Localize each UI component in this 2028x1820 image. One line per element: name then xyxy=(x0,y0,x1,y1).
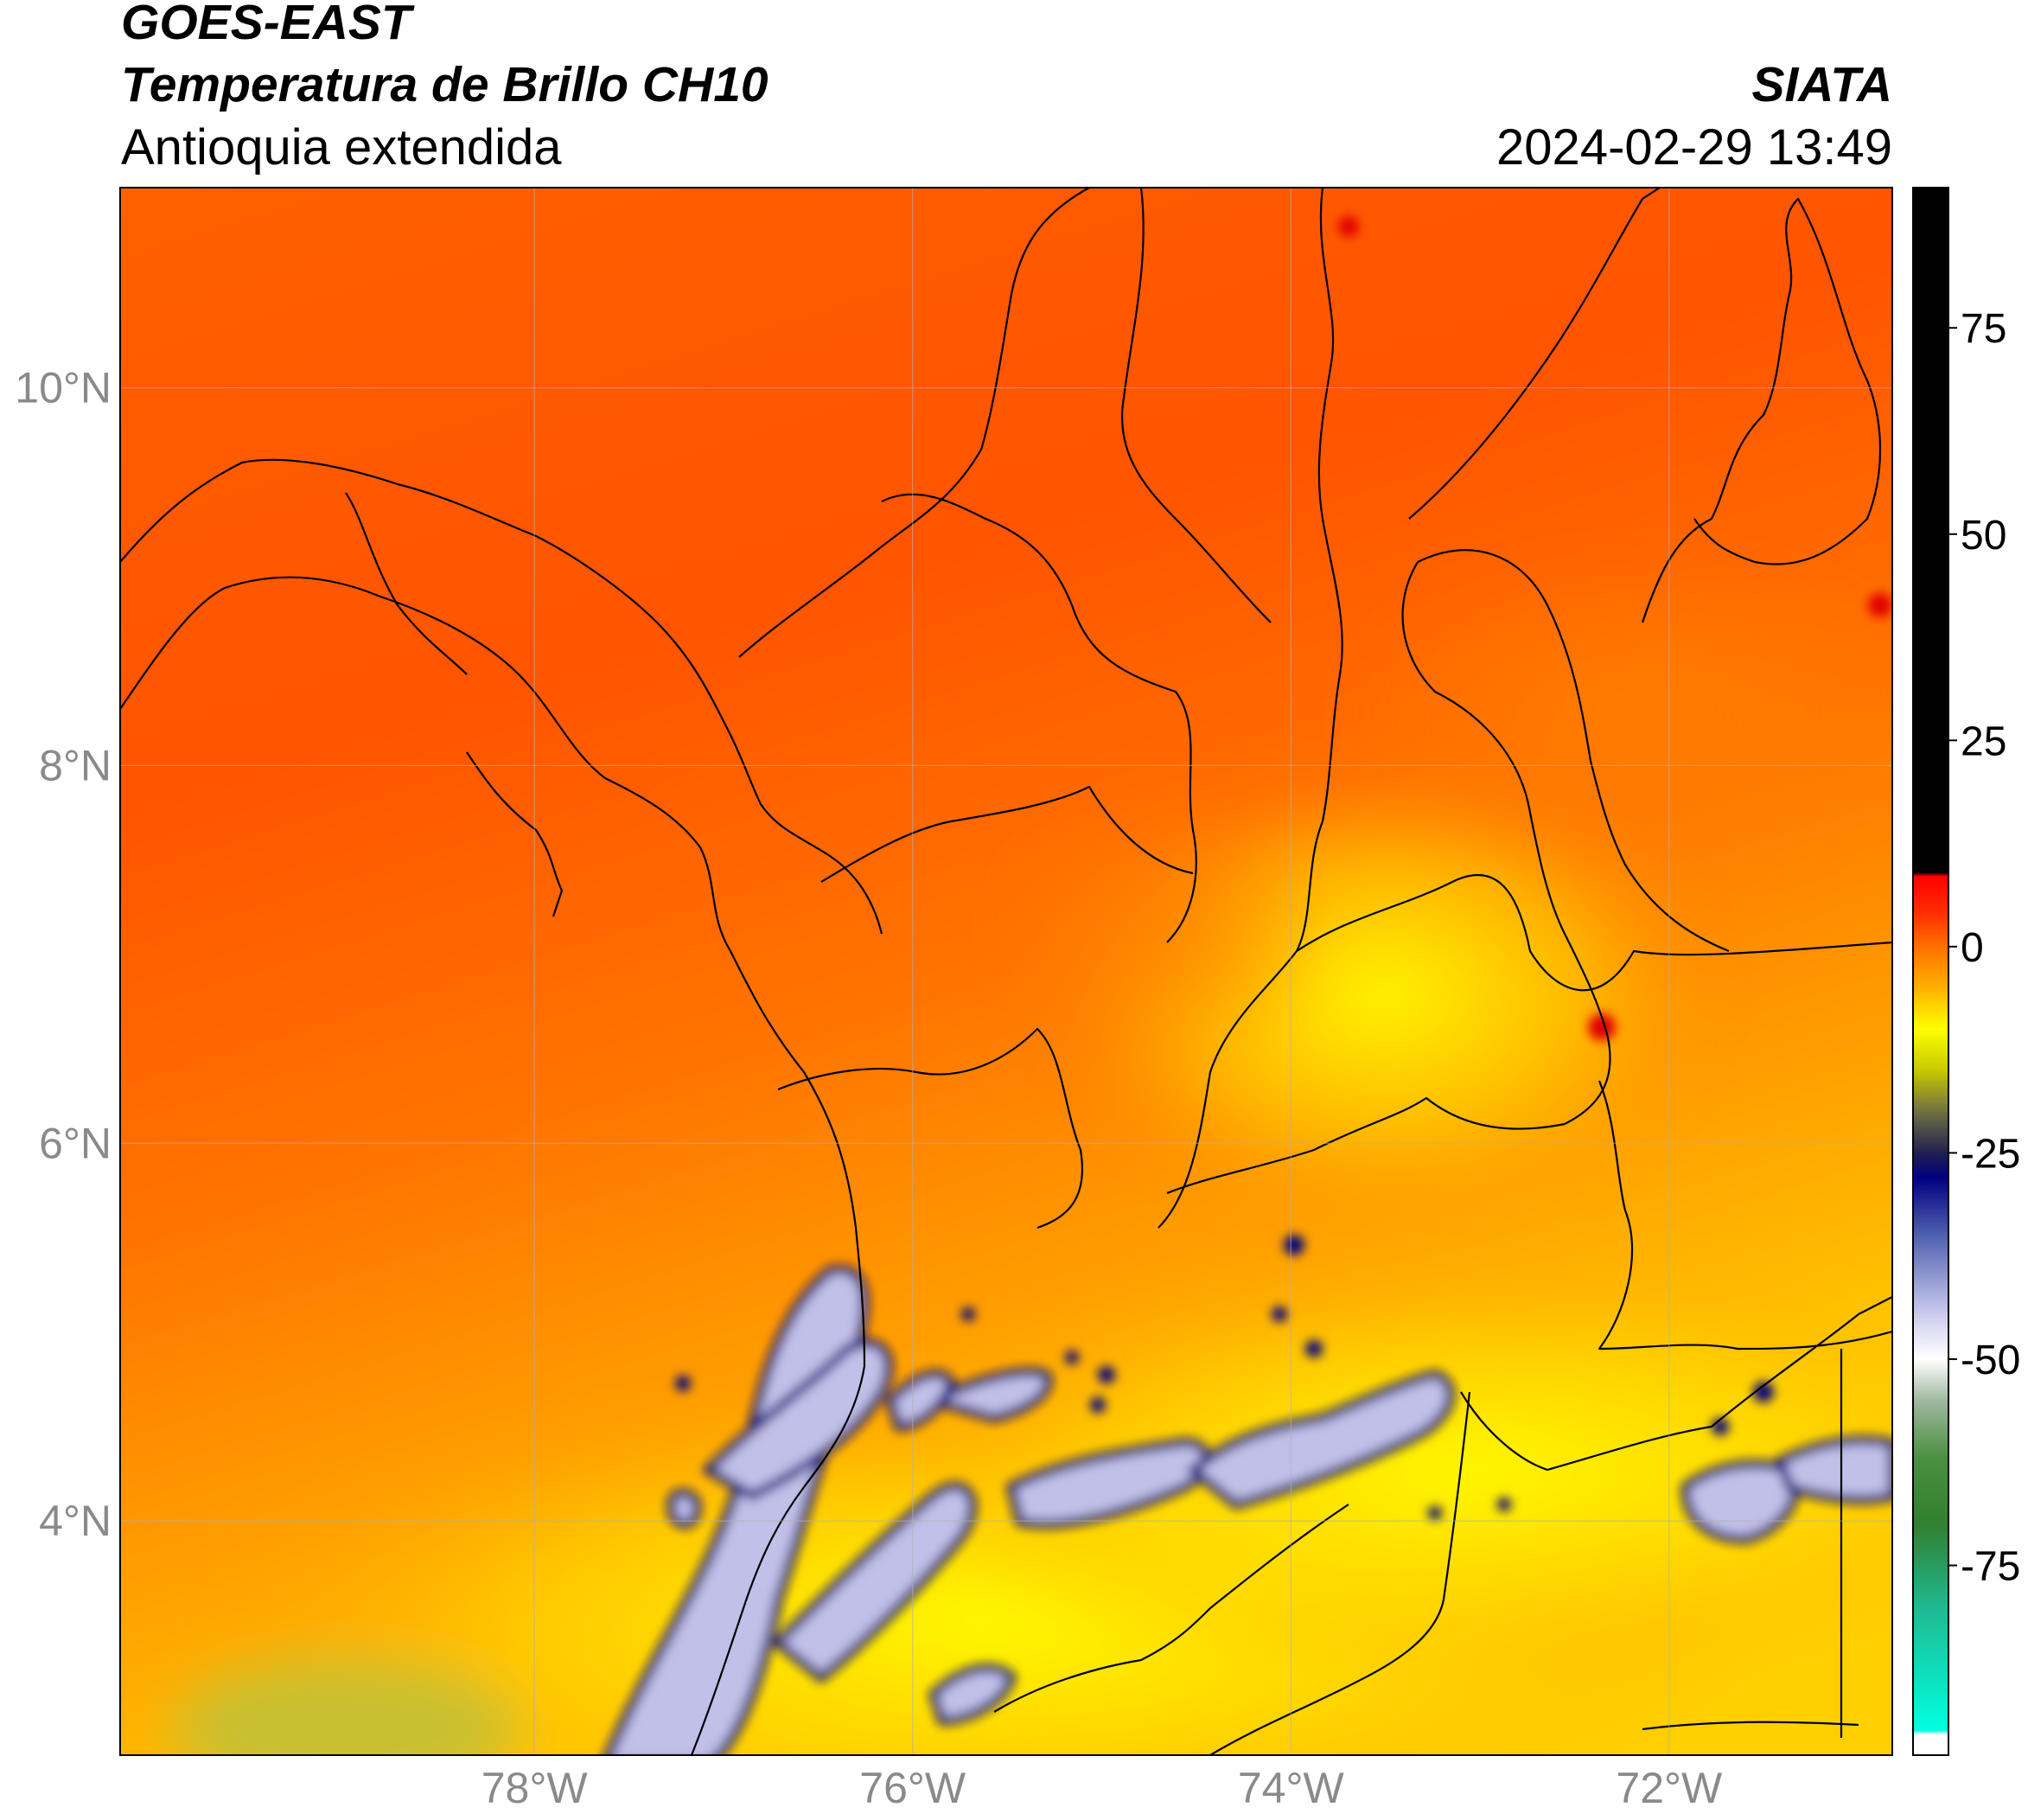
colorbar-tick-label: 0 xyxy=(1961,925,1984,971)
lat-tick-label: 6°N xyxy=(39,1119,112,1167)
colorbar-tick-label: 50 xyxy=(1961,513,2006,559)
colorbar-tick-label: 25 xyxy=(1961,718,2006,764)
colorbar-tick-label: -25 xyxy=(1961,1131,2020,1177)
colorbar xyxy=(1912,187,1949,1756)
lon-tick-label: 78°W xyxy=(481,1764,589,1812)
colorbar-tick-label: -50 xyxy=(1961,1338,2020,1383)
colorbar-tick-label: -75 xyxy=(1961,1544,2020,1590)
datetime: 2024-02-29 13:49 xyxy=(1496,119,1892,176)
map-frame xyxy=(119,187,1893,1756)
subtitle: Temperatura de Brillo CH10 xyxy=(121,57,768,112)
lon-tick-label: 74°W xyxy=(1238,1764,1345,1812)
lat-tick-label: 8°N xyxy=(39,741,112,789)
lat-tick-label: 10°N xyxy=(15,364,112,412)
satellite-image xyxy=(120,188,1892,1755)
colorbar-tick-label: 75 xyxy=(1961,306,2006,352)
lon-tick-label: 72°W xyxy=(1616,1764,1723,1812)
borders xyxy=(120,188,1892,1755)
lon-tick-label: 76°W xyxy=(859,1764,966,1812)
source: SIATA xyxy=(1751,57,1892,112)
region: Antioquia extendida xyxy=(121,119,562,176)
title: GOES-EAST xyxy=(121,0,415,50)
lat-tick-label: 4°N xyxy=(39,1497,112,1545)
